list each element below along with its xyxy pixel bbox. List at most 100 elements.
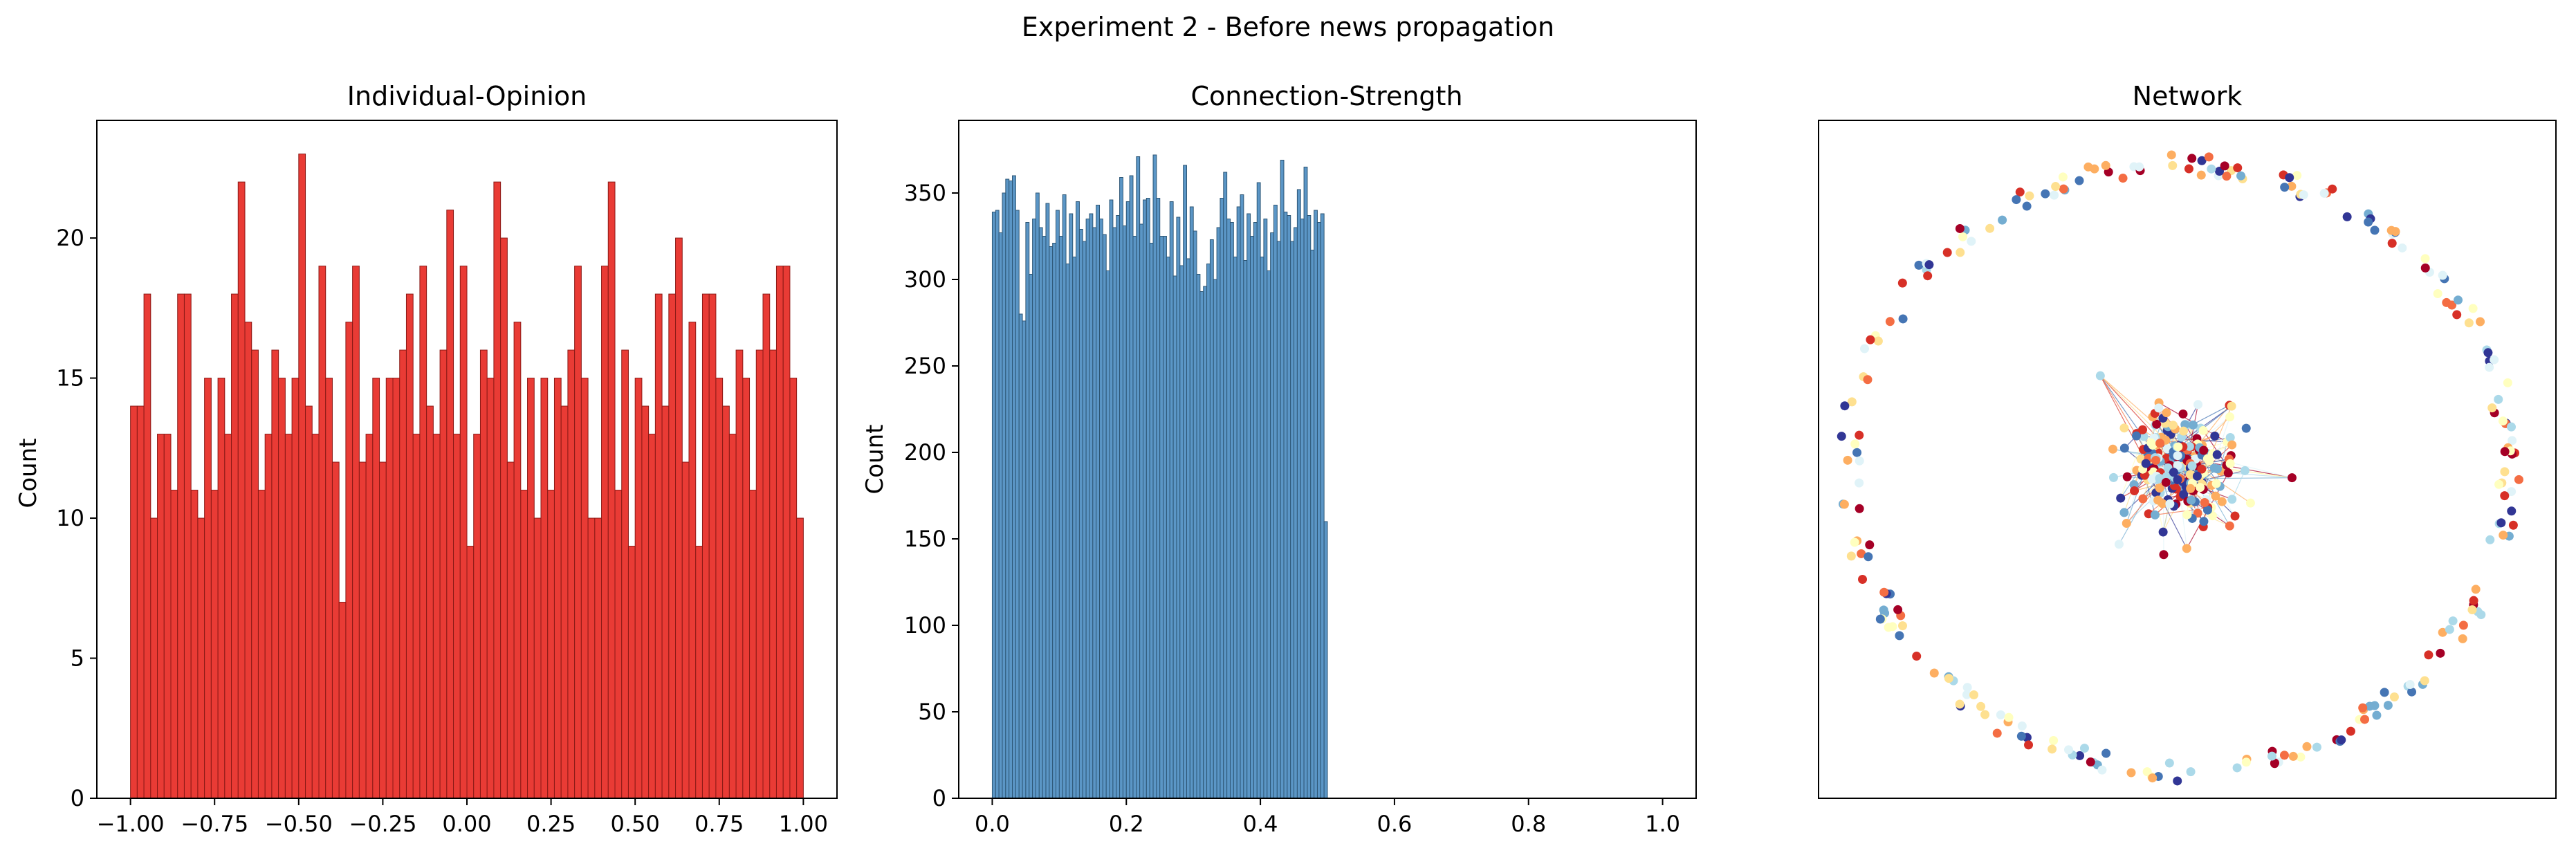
network-node bbox=[2485, 535, 2495, 544]
network-node bbox=[1846, 551, 1856, 561]
histogram-bar bbox=[331, 461, 340, 799]
y-tick-label: 15 bbox=[56, 365, 84, 392]
histogram-bar bbox=[318, 266, 326, 799]
network-node bbox=[2458, 634, 2467, 643]
network-node bbox=[2122, 519, 2131, 528]
network-node bbox=[1866, 335, 1875, 344]
histogram-bar bbox=[1213, 279, 1217, 799]
network-node bbox=[2494, 479, 2504, 489]
network-node bbox=[2337, 735, 2346, 745]
network-node bbox=[2058, 172, 2068, 182]
histogram-bar bbox=[311, 434, 320, 799]
network-node bbox=[2312, 742, 2321, 752]
histogram-bar bbox=[338, 602, 347, 799]
histogram-bar bbox=[1253, 222, 1258, 799]
histogram-bar bbox=[432, 434, 441, 799]
network-edge bbox=[2171, 470, 2245, 474]
network-node bbox=[2187, 154, 2197, 163]
network-node bbox=[1843, 455, 1852, 465]
network-node bbox=[2101, 160, 2110, 170]
network-node bbox=[2467, 605, 2477, 615]
histogram-bar bbox=[379, 461, 387, 799]
histogram-bar bbox=[183, 293, 192, 799]
network-node bbox=[2288, 751, 2298, 761]
network-node bbox=[2346, 726, 2355, 736]
network-node bbox=[2199, 517, 2209, 526]
network-node bbox=[1864, 552, 1873, 562]
x-tick-label: 0.8 bbox=[1511, 811, 1546, 837]
chart-connection-strength: Connection-Strength Count 0.0 0.2 0.4 0.6 0.… bbox=[861, 81, 1697, 837]
histogram-bar bbox=[1022, 320, 1027, 799]
network-node bbox=[2380, 688, 2389, 697]
histogram-bar bbox=[1179, 265, 1184, 799]
network-node bbox=[2447, 300, 2457, 310]
histogram-bar bbox=[1018, 313, 1023, 799]
histogram-bar bbox=[473, 434, 481, 799]
network-node bbox=[2292, 171, 2302, 181]
network-node bbox=[2119, 423, 2129, 433]
y-tick-label: 200 bbox=[904, 439, 946, 466]
y-tick-label: 300 bbox=[904, 266, 946, 293]
histogram-bar bbox=[231, 293, 239, 799]
network-node bbox=[1956, 248, 1965, 257]
network-node bbox=[2287, 181, 2297, 191]
network-node bbox=[2241, 757, 2251, 767]
histogram-bar bbox=[1267, 270, 1271, 799]
network-node bbox=[2464, 318, 2474, 328]
network-node bbox=[2398, 243, 2407, 252]
network-node bbox=[2220, 161, 2229, 171]
network-node bbox=[2202, 505, 2212, 515]
network-node bbox=[2074, 176, 2084, 185]
histogram-bar bbox=[627, 546, 636, 799]
histogram-bar bbox=[749, 490, 757, 799]
network-node bbox=[2186, 767, 2196, 777]
network-node bbox=[2204, 152, 2214, 162]
network-node bbox=[2108, 444, 2117, 454]
histogram-bar bbox=[1015, 210, 1020, 799]
network-node bbox=[2086, 757, 2095, 767]
histogram-bar bbox=[479, 349, 488, 799]
histogram-bar bbox=[1176, 217, 1181, 799]
network-node bbox=[2391, 227, 2400, 237]
network-node bbox=[2372, 710, 2382, 720]
network-node bbox=[2188, 420, 2198, 430]
network-node bbox=[1976, 701, 1986, 711]
network-node bbox=[1955, 223, 1965, 233]
histogram-bar bbox=[520, 490, 528, 799]
histogram-bar bbox=[1323, 521, 1328, 799]
network-node bbox=[2287, 473, 2297, 483]
network-node bbox=[2370, 701, 2380, 710]
network-node bbox=[2075, 751, 2085, 760]
histogram-bar bbox=[1209, 239, 1214, 799]
y-axis-label-connection-strength: Count bbox=[861, 425, 889, 495]
network-node bbox=[2210, 431, 2220, 441]
network-node bbox=[2452, 310, 2462, 320]
network-node bbox=[1850, 439, 1860, 449]
histogram-bar bbox=[1069, 213, 1074, 799]
network-node bbox=[2211, 479, 2221, 488]
y-tick-label: 20 bbox=[56, 225, 84, 251]
histogram-bar bbox=[271, 349, 279, 799]
network-node bbox=[2296, 752, 2306, 762]
network-node bbox=[2050, 190, 2059, 200]
histogram-bar bbox=[675, 237, 683, 799]
network-node bbox=[2196, 170, 2206, 180]
network-node bbox=[2196, 483, 2205, 493]
histogram-bar bbox=[1316, 222, 1321, 799]
network-node bbox=[1857, 549, 1866, 558]
network-node bbox=[2438, 270, 2447, 280]
network-node bbox=[2135, 162, 2144, 172]
network-node bbox=[2119, 443, 2129, 453]
network-node bbox=[1914, 260, 1924, 270]
network-node bbox=[2187, 495, 2196, 505]
histogram-bar bbox=[204, 378, 212, 799]
histogram-bar bbox=[150, 517, 158, 799]
histogram-bar bbox=[244, 322, 252, 799]
plot-frame-connection-strength bbox=[958, 120, 1697, 799]
network-node bbox=[1859, 344, 1869, 353]
network-node bbox=[2211, 491, 2220, 501]
histogram-bar bbox=[513, 322, 522, 799]
network-node bbox=[2270, 758, 2280, 768]
network-node bbox=[2508, 520, 2518, 530]
network-node bbox=[1944, 674, 1953, 683]
